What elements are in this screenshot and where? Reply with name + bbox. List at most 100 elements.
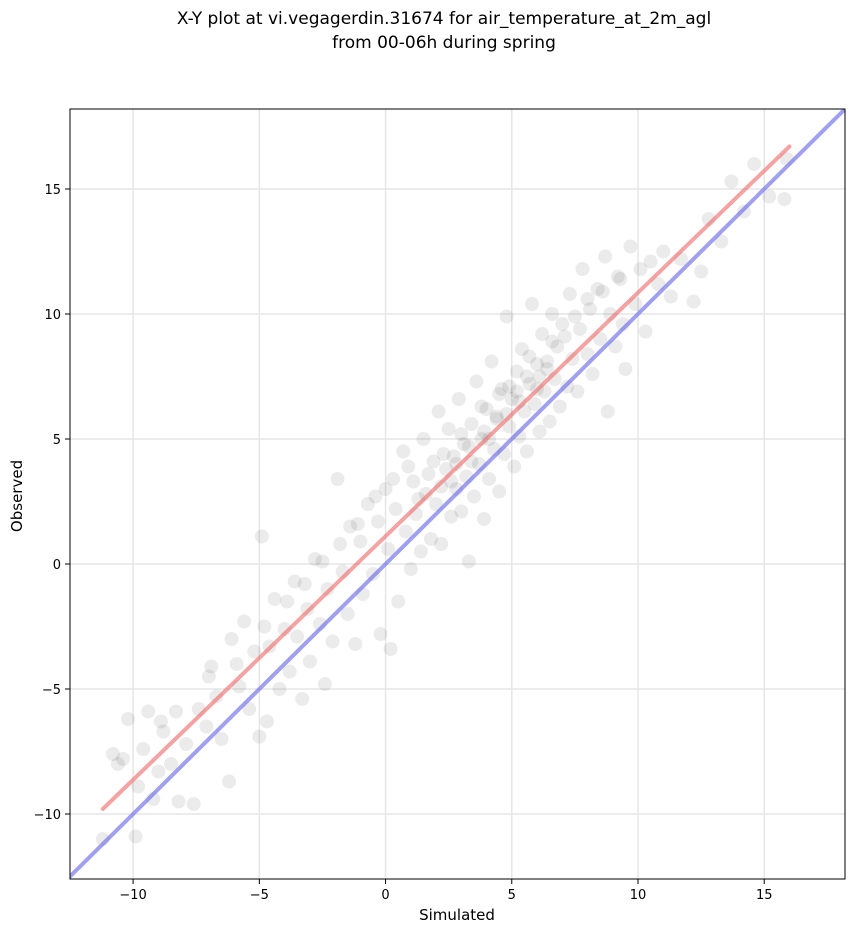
x-tick-label: 5 xyxy=(508,888,516,903)
scatter-point xyxy=(204,659,219,674)
scatter-point xyxy=(535,327,550,341)
scatter-point xyxy=(643,254,658,269)
scatter-point xyxy=(552,399,567,414)
scatter-point xyxy=(580,292,595,306)
scatter-point xyxy=(282,664,297,679)
scatter-point xyxy=(583,302,598,316)
scatter-point xyxy=(406,474,421,489)
scatter-point xyxy=(386,472,401,486)
scatter-point xyxy=(542,414,557,429)
scatter-point xyxy=(590,282,605,296)
scatter-point xyxy=(153,714,168,729)
scatter-point xyxy=(747,157,762,171)
scatter-point xyxy=(532,369,547,384)
scatter-point xyxy=(461,554,476,569)
scatter-point xyxy=(396,444,411,459)
scatter-point xyxy=(141,704,156,719)
x-axis-label: Simulated xyxy=(419,906,495,924)
scatter-point xyxy=(562,287,577,301)
scatter-point xyxy=(237,614,252,629)
scatter-point xyxy=(297,577,312,591)
scatter-point xyxy=(545,334,560,349)
x-tick-label: 10 xyxy=(630,888,647,903)
scatter-point xyxy=(105,747,120,761)
scatter-point xyxy=(151,764,166,779)
scatter-point xyxy=(527,397,542,411)
x-tick-label: −5 xyxy=(250,888,269,903)
scatter-point xyxy=(572,322,587,336)
scatter-point xyxy=(436,447,451,461)
scatter-point xyxy=(421,467,436,481)
scatter-point xyxy=(451,392,466,406)
scatter-point xyxy=(330,472,345,486)
x-tick-label: 0 xyxy=(381,888,389,903)
scatter-point xyxy=(128,829,143,844)
scatter-point xyxy=(441,422,456,436)
scatter-point xyxy=(287,574,302,589)
scatter-point xyxy=(449,457,464,471)
scatter-point xyxy=(575,262,590,276)
scatter-point xyxy=(116,752,131,766)
scatter-point xyxy=(229,657,244,671)
scatter-point xyxy=(567,309,582,324)
scatter-point xyxy=(391,594,406,609)
scatter-point xyxy=(290,629,305,644)
scatter-point xyxy=(315,554,330,569)
scatter-point xyxy=(464,417,479,431)
scatter-point xyxy=(545,307,560,321)
scatter-point xyxy=(482,472,497,486)
scatter-point xyxy=(633,262,648,276)
scatter-point xyxy=(214,732,229,746)
scatter-point xyxy=(565,352,580,366)
scatter-point xyxy=(401,459,416,474)
scatter-point xyxy=(499,309,514,324)
scatter-point xyxy=(777,192,792,206)
scatter-point xyxy=(623,239,638,254)
scatter-point xyxy=(610,269,625,284)
scatter-point xyxy=(110,757,125,771)
scatter-point xyxy=(532,424,547,439)
scatter-point xyxy=(224,632,239,646)
scatter-point xyxy=(242,702,257,716)
regression-line xyxy=(100,144,792,811)
scatter-point xyxy=(519,444,534,459)
scatter-point xyxy=(353,534,368,549)
scatter-point xyxy=(724,174,739,189)
scatter-point xyxy=(540,362,555,376)
reference-lines xyxy=(70,109,845,879)
scatter-point xyxy=(186,797,201,811)
scatter-point xyxy=(222,774,237,789)
scatter-point xyxy=(398,524,413,539)
scatter-points xyxy=(95,152,794,846)
scatter-point xyxy=(585,367,600,381)
scatter-point xyxy=(383,642,398,656)
scatter-point xyxy=(555,317,570,331)
identity-line xyxy=(70,109,845,879)
scatter-point xyxy=(651,277,666,291)
scatter-point xyxy=(163,757,178,771)
y-axis-label: Observed xyxy=(8,460,26,532)
scatter-point xyxy=(477,512,492,526)
scatter-point xyxy=(378,482,393,496)
scatter-point xyxy=(694,264,709,279)
scatter-point xyxy=(368,489,383,504)
scatter-point xyxy=(136,742,151,756)
y-tick-label: −10 xyxy=(34,808,61,823)
scatter-point xyxy=(413,544,428,559)
scatter-point xyxy=(762,189,777,204)
scatter-point xyxy=(504,392,519,406)
scatter-point xyxy=(494,382,509,396)
scatter-point xyxy=(613,272,628,286)
plot-frame xyxy=(69,108,846,880)
scatter-point xyxy=(479,402,494,416)
scatter-point xyxy=(507,459,522,474)
scatter-point xyxy=(477,424,492,439)
scatter-point xyxy=(388,502,403,516)
scatter-point xyxy=(656,244,671,259)
scatter-point xyxy=(360,497,375,511)
scatter-point xyxy=(663,289,678,304)
scatter-point xyxy=(201,669,216,684)
scatter-point xyxy=(492,484,507,499)
scatter-point xyxy=(638,324,653,339)
scatter-point xyxy=(423,532,438,546)
